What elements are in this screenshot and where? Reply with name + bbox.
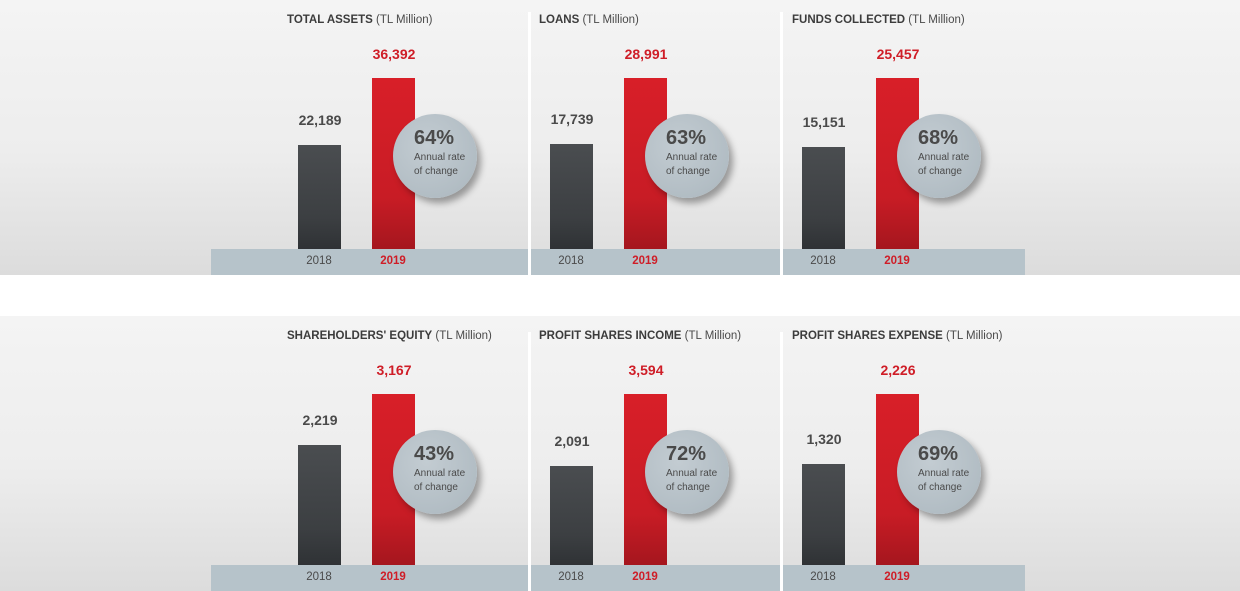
bottom-row-background <box>0 316 1240 591</box>
chart-unit: (TL Million) <box>579 14 639 26</box>
bar-2018 <box>550 144 593 249</box>
rate-label: Annual rate of change <box>918 152 970 177</box>
value-label-2019: 3,594 <box>628 362 664 378</box>
chart-baseline <box>211 249 529 275</box>
top-row-background <box>0 0 1240 275</box>
rate-of-change-bubble: 64% Annual rate of change <box>393 114 477 198</box>
year-label-2018: 2018 <box>306 571 332 583</box>
year-label-2018: 2018 <box>306 255 332 267</box>
chart-title: LOANS (TL Million) <box>539 14 639 26</box>
value-label-2019: 2,226 <box>880 362 916 378</box>
value-label-2018: 2,091 <box>554 433 590 449</box>
value-label-2019: 25,457 <box>876 46 920 62</box>
chart-title-text: LOANS <box>539 14 580 26</box>
chart-unit: (TL Million) <box>905 14 965 26</box>
rate-label: Annual rate of change <box>666 468 718 493</box>
chart-baseline <box>783 249 1025 275</box>
chart-title: SHAREHOLDERS' EQUITY (TL Million) <box>287 330 492 342</box>
panel-divider <box>780 12 783 275</box>
year-label-2018: 2018 <box>810 571 836 583</box>
value-label-2018: 17,739 <box>550 111 594 127</box>
year-label-2018: 2018 <box>810 255 836 267</box>
rate-percent: 72% <box>666 443 707 465</box>
value-label-2019: 28,991 <box>624 46 668 62</box>
rate-percent: 43% <box>414 443 455 465</box>
rate-percent: 63% <box>666 127 707 149</box>
rate-of-change-bubble: 69% Annual rate of change <box>897 430 981 514</box>
rate-label: Annual rate of change <box>666 152 718 177</box>
chart-title-text: PROFIT SHARES EXPENSE <box>792 330 943 342</box>
chart-baseline <box>531 565 780 591</box>
year-label-2019: 2019 <box>632 255 658 267</box>
rate-of-change-bubble: 72% Annual rate of change <box>645 430 729 514</box>
chart-unit: (TL Million) <box>942 330 1003 342</box>
rate-percent: 64% <box>414 127 455 149</box>
rate-of-change-bubble: 43% Annual rate of change <box>393 430 477 514</box>
year-label-2018: 2018 <box>558 255 584 267</box>
value-label-2019: 3,167 <box>376 362 412 378</box>
rate-percent: 68% <box>918 127 959 149</box>
bar-2018 <box>802 147 845 249</box>
chart-unit: (TL Million) <box>432 330 492 342</box>
rate-percent: 69% <box>918 443 959 465</box>
year-label-2019: 2019 <box>380 255 406 267</box>
rate-of-change-bubble: 68% Annual rate of change <box>897 114 981 198</box>
chart-title-text: SHAREHOLDERS' EQUITY <box>287 330 433 342</box>
rate-label: Annual rate of change <box>918 468 970 493</box>
bar-2018 <box>550 466 593 565</box>
year-label-2019: 2019 <box>884 255 910 267</box>
rate-label: Annual rate of change <box>414 468 466 493</box>
value-label-2018: 2,219 <box>302 412 338 428</box>
chart-title-text: PROFIT SHARES INCOME <box>539 330 682 342</box>
bar-2018 <box>298 145 341 249</box>
chart-title: FUNDS COLLECTED (TL Million) <box>792 14 965 26</box>
chart-title: PROFIT SHARES INCOME (TL Million) <box>539 330 741 342</box>
chart-title: PROFIT SHARES EXPENSE (TL Million) <box>792 330 1002 342</box>
year-label-2019: 2019 <box>884 571 910 583</box>
bar-2018 <box>298 445 341 565</box>
chart-baseline <box>531 249 780 275</box>
rate-of-change-bubble: 63% Annual rate of change <box>645 114 729 198</box>
value-label-2018: 1,320 <box>806 431 842 447</box>
value-label-2019: 36,392 <box>372 46 416 62</box>
value-label-2018: 15,151 <box>802 114 846 130</box>
chart-title-text: FUNDS COLLECTED <box>792 14 906 26</box>
panel-divider <box>780 332 783 591</box>
year-label-2019: 2019 <box>380 571 406 583</box>
chart-unit: (TL Million) <box>681 330 742 342</box>
chart-title-text: TOTAL ASSETS <box>287 14 373 26</box>
chart-baseline <box>211 565 529 591</box>
year-label-2018: 2018 <box>558 571 584 583</box>
panel-divider <box>528 332 531 591</box>
chart-unit: (TL Million) <box>372 14 433 26</box>
chart-title: TOTAL ASSETS (TL Million) <box>287 14 432 26</box>
bar-2018 <box>802 464 845 565</box>
rate-label: Annual rate of change <box>414 152 466 177</box>
value-label-2018: 22,189 <box>298 112 342 128</box>
chart-baseline <box>783 565 1025 591</box>
year-label-2019: 2019 <box>632 571 658 583</box>
panel-divider <box>528 12 531 275</box>
